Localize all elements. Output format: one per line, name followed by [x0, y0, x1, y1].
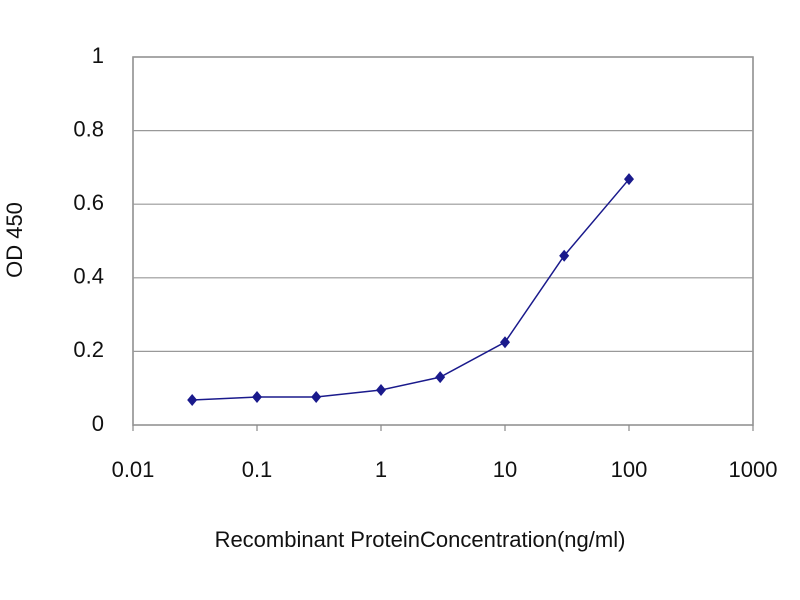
- y-tick-label: 1: [92, 43, 104, 68]
- data-point: [376, 384, 386, 397]
- data-point: [187, 393, 198, 406]
- y-tick-label: 0.6: [73, 190, 104, 215]
- x-tick-label: 100: [611, 457, 648, 482]
- x-tick-label: 0.1: [242, 457, 273, 482]
- x-axis-label: Recombinant ProteinConcentration(ng/ml): [215, 527, 626, 552]
- x-tick-label: 1000: [729, 457, 778, 482]
- series-line: [192, 178, 630, 401]
- data-point: [624, 173, 634, 186]
- data-point: [559, 249, 570, 262]
- x-tick-label: 0.01: [112, 457, 155, 482]
- data-point: [252, 391, 262, 404]
- x-tick-label: 10: [493, 457, 517, 482]
- data-point: [311, 391, 322, 404]
- y-tick-label: 0.8: [73, 116, 104, 141]
- y-axis-label: OD 450: [2, 202, 27, 278]
- data-point: [435, 371, 446, 384]
- plot-area: [132, 56, 754, 426]
- x-tick-label: 1: [375, 457, 387, 482]
- y-tick-label: 0: [92, 411, 104, 436]
- y-tick-label: 0.2: [73, 337, 104, 362]
- data-point: [500, 336, 510, 349]
- y-tick-label: 0.4: [73, 264, 104, 289]
